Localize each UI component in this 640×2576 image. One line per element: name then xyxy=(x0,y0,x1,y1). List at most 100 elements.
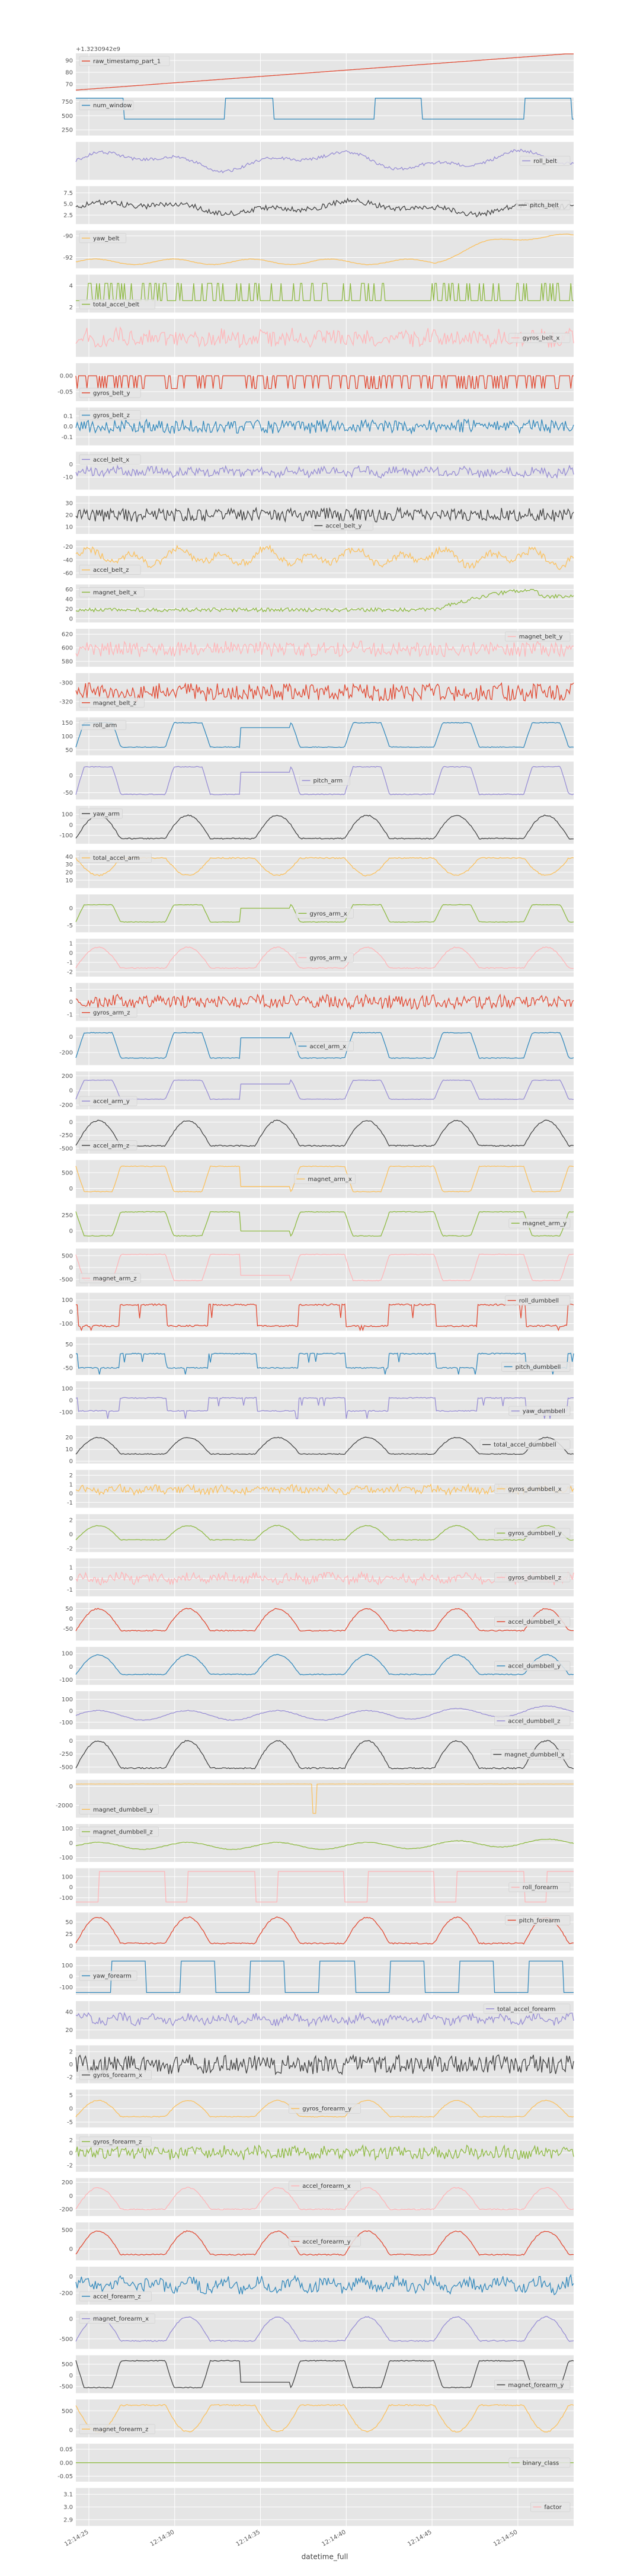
y-tick-label: 100 xyxy=(62,1651,73,1657)
series-line-accel_forearm_z xyxy=(75,2274,574,2296)
legend-box xyxy=(79,2424,155,2434)
y-tick-label: 2 xyxy=(69,2137,73,2144)
legend-label: gyros_belt_z xyxy=(93,412,130,419)
legend-box xyxy=(494,1660,571,1671)
legend-gyros_dumbbell_z: gyros_dumbbell_z xyxy=(494,1572,571,1583)
series-line-roll_forearm xyxy=(76,1871,574,1903)
y-tick-label: -50 xyxy=(63,1626,73,1633)
legend-box xyxy=(288,2103,361,2114)
y-tick-label: 0 xyxy=(69,1309,73,1316)
legend-label: magnet_dumbbell_x xyxy=(504,1752,564,1758)
legend-label: total_accel_forearm xyxy=(497,2006,555,2012)
panel-gyros_arm_z: 1 0 -1 gyros_arm_z xyxy=(67,983,574,1021)
legend-label: gyros_arm_y xyxy=(309,955,347,962)
y-tick-label: 20 xyxy=(65,2027,73,2034)
legend-box xyxy=(516,200,571,210)
legend-box xyxy=(519,156,571,166)
panel-background xyxy=(76,452,574,490)
y-tick-label: 1 xyxy=(69,1481,73,1488)
y-tick-label: -1 xyxy=(67,1012,73,1019)
panel-magnet_dumbbell_z: 100 0 -100 magnet_dumbbell_z xyxy=(59,1824,574,1862)
legend-box xyxy=(494,1528,571,1538)
panel-roll_dumbbell: 100 0 -100 roll_dumbbell xyxy=(59,1292,574,1332)
legend-label: roll_arm xyxy=(93,722,117,729)
y-tick-label: -40 xyxy=(63,557,73,564)
y-tick-label: 70 xyxy=(65,82,73,88)
legend-box xyxy=(79,56,170,66)
legend-gyros_belt_z: gyros_belt_z xyxy=(79,410,141,420)
legend-label: accel_dumbbell_z xyxy=(508,1718,560,1724)
legend-pitch_arm: pitch_arm xyxy=(299,775,350,786)
panel-accel_belt_z: -20 -40 -60 accel_belt_z xyxy=(63,540,574,578)
panel-background xyxy=(76,319,574,357)
legend-box xyxy=(79,2313,155,2324)
legend-roll_arm: roll_arm xyxy=(79,720,127,730)
y-tick-label: -100 xyxy=(59,1855,73,1861)
legend-box xyxy=(479,1439,571,1449)
legend-box xyxy=(494,1572,571,1583)
legend-box xyxy=(505,1295,571,1305)
y-tick-label: -2 xyxy=(67,969,73,976)
legend-accel_dumbbell_x: accel_dumbbell_x xyxy=(494,1617,571,1627)
y-tick-label: 2 xyxy=(69,2049,73,2056)
panel-accel_dumbbell_y: 100 0 -100 accel_dumbbell_y xyxy=(59,1647,574,1685)
legend-label: gyros_dumbbell_x xyxy=(508,1486,561,1493)
panel-accel_belt_x: 0 -10 accel_belt_x xyxy=(63,452,574,490)
panel-gyros_forearm_y: 5 0 -5 gyros_forearm_y xyxy=(67,2089,574,2128)
y-tick-label: 0 xyxy=(69,1228,73,1235)
y-tick-label: 100 xyxy=(62,812,73,818)
legend-label: magnet_forearm_y xyxy=(508,2382,564,2389)
y-tick-label: 0 xyxy=(69,1664,73,1671)
series-line-pitch_arm xyxy=(75,766,574,795)
legend-label: gyros_belt_x xyxy=(523,335,560,342)
legend-box xyxy=(294,1174,356,1184)
legend-box xyxy=(508,1406,571,1416)
legend-label: gyros_forearm_x xyxy=(93,2072,142,2079)
y-tick-label: 1 xyxy=(69,941,73,948)
y-tick-label: 0 xyxy=(69,1708,73,1714)
legend-pitch_forearm: pitch_forearm xyxy=(505,1915,571,1925)
y-tick-label: 100 xyxy=(62,1697,73,1703)
legend-label: yaw_belt xyxy=(93,235,120,242)
y-tick-label: 0 xyxy=(69,1088,73,1095)
panel-accel_dumbbell_x: 50 0 -50 accel_dumbbell_x xyxy=(63,1602,574,1641)
y-tick-label: 40 xyxy=(65,2009,73,2016)
y-tick-label: -60 xyxy=(63,570,73,577)
legend-roll_forearm: roll_forearm xyxy=(508,1882,571,1892)
legend-magnet_dumbbell_x: magnet_dumbbell_x xyxy=(490,1749,571,1759)
y-tick-label: 0 xyxy=(69,951,73,957)
series-line-magnet_belt_x xyxy=(75,588,574,613)
y-tick-label: -100 xyxy=(59,1321,73,1327)
legend-box xyxy=(79,697,145,708)
y-tick-label: -1 xyxy=(67,1500,73,1506)
panel-pitch_forearm: 50 25 0 pitch_forearm xyxy=(65,1912,574,1951)
y-tick-label: 0 xyxy=(69,2427,73,2434)
series-line-pitch_forearm xyxy=(75,1916,574,1945)
series-line-magnet_forearm_z xyxy=(75,2404,574,2433)
series-line-gyros_forearm_z xyxy=(75,2144,574,2161)
panel-background xyxy=(76,584,574,623)
series-line-accel_arm_y xyxy=(75,1079,574,1100)
series-line-accel_forearm_x xyxy=(75,2187,574,2210)
y-tick-label: -100 xyxy=(59,1720,73,1726)
series-line-gyros_belt_z xyxy=(75,418,574,435)
legend-label: accel_belt_x xyxy=(93,457,129,463)
legend-box xyxy=(494,2380,571,2390)
y-tick-label: 500 xyxy=(62,1170,73,1176)
panel-background xyxy=(76,142,574,180)
series-line-accel_belt_z xyxy=(75,544,574,570)
y-tick-label: 0 xyxy=(69,1943,73,1950)
y-tick-label: -1 xyxy=(67,1587,73,1593)
series-line-total_accel_arm xyxy=(75,856,574,877)
panel-gyros_belt_y: 0.00 -0.05 gyros_belt_y xyxy=(57,363,574,401)
y-tick-label: 500 xyxy=(62,113,73,120)
legend-box xyxy=(79,1804,159,1815)
panel-magnet_belt_y: 620 600 580 magnet_belt_y xyxy=(62,629,574,667)
legend-gyros_belt_y: gyros_belt_y xyxy=(79,388,141,398)
y-tick-label: -100 xyxy=(59,1677,73,1684)
y-tick-label: 20 xyxy=(65,513,73,519)
panel-roll_arm: 150 100 50 roll_arm xyxy=(62,717,574,756)
series-line-pitch_dumbbell xyxy=(75,1352,574,1375)
panel-background xyxy=(76,1558,574,1596)
series-line-roll_dumbbell xyxy=(75,1303,574,1332)
